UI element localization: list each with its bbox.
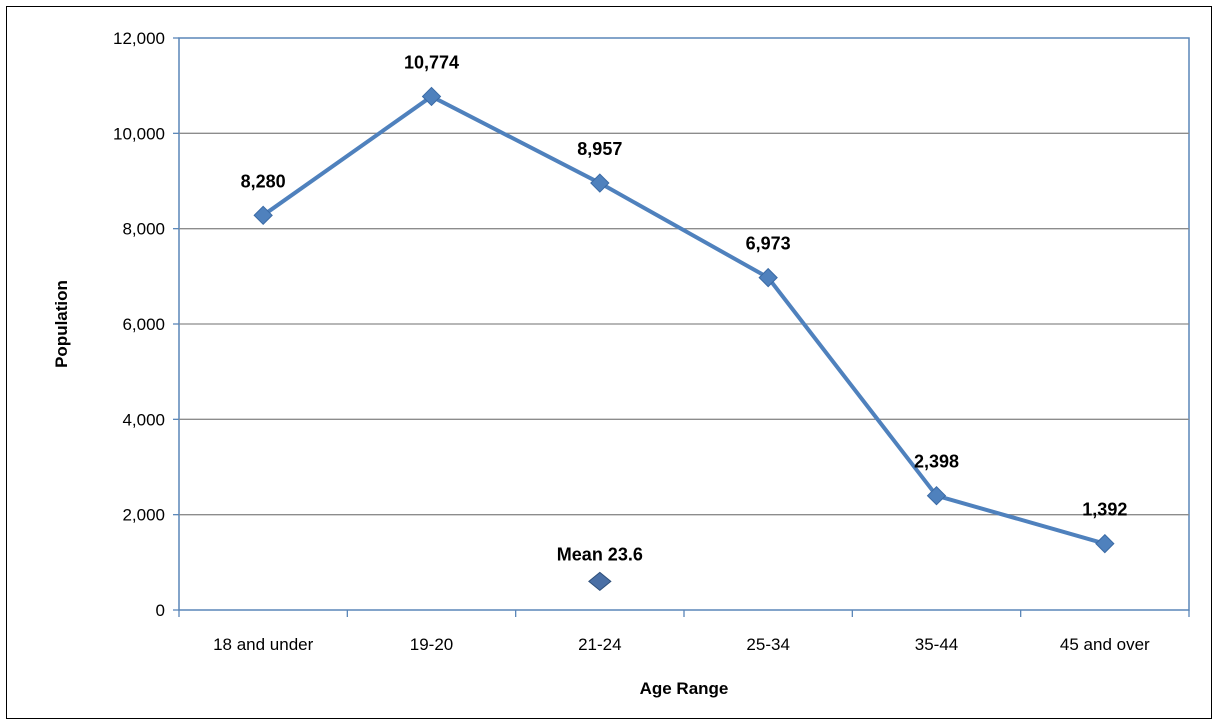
data-labels: 8,280 10,774 8,957 6,973 2,398 1,392 [241, 52, 1128, 519]
series-marker [926, 485, 947, 506]
data-label: 1,392 [1082, 500, 1127, 520]
data-label: 10,774 [404, 52, 459, 72]
mean-annotation: Mean 23.6 [557, 544, 643, 592]
y-tick-label: 6,000 [122, 315, 165, 334]
x-axis-ticks: 18 and under 19-20 21-24 25-34 35-44 45 and o… [178, 610, 1190, 654]
data-label: 8,280 [241, 171, 286, 191]
y-tick-label: 12,000 [113, 29, 165, 48]
data-label: 2,398 [914, 452, 959, 472]
y-tick-label: 0 [156, 601, 165, 620]
data-label: 8,957 [577, 139, 622, 159]
y-axis-title: Population [52, 280, 71, 368]
x-tick-label: 21-24 [578, 635, 621, 654]
series-marker [1095, 533, 1115, 554]
gridlines [179, 132, 1189, 516]
x-axis-title: Age Range [640, 679, 729, 698]
x-tick-label: 19-20 [410, 635, 453, 654]
x-tick-label: 35-44 [915, 635, 958, 654]
x-tick-label: 25-34 [746, 635, 789, 654]
x-tick-label: 18 and under [213, 635, 314, 654]
y-tick-label: 8,000 [122, 220, 165, 239]
mean-marker [588, 571, 612, 592]
data-label: 6,973 [746, 234, 791, 254]
series-marker [590, 173, 610, 193]
series-marker [421, 86, 442, 107]
y-tick-label: 10,000 [113, 124, 165, 143]
series-line [262, 94, 1106, 546]
y-tick-label: 2,000 [122, 506, 165, 525]
series-marker [253, 205, 273, 226]
y-axis-ticks: 0 2,000 4,000 6,000 8,000 10,000 12,000 [113, 29, 179, 620]
mean-label: Mean 23.6 [557, 544, 643, 564]
series-markers [253, 86, 1115, 554]
series-marker [758, 267, 778, 288]
y-tick-label: 4,000 [122, 410, 165, 429]
x-tick-label: 45 and over [1060, 635, 1150, 654]
